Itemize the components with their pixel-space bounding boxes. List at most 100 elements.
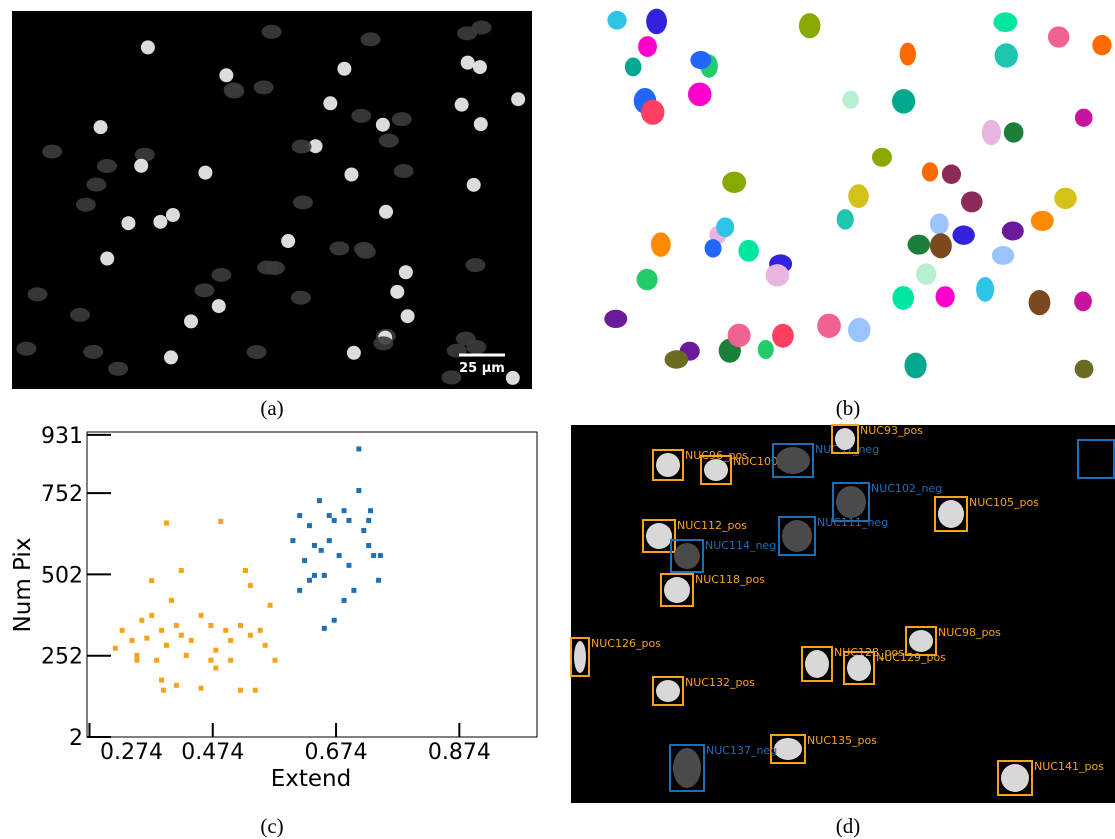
cell xyxy=(909,630,933,652)
nucleus xyxy=(456,332,476,346)
point xyxy=(149,613,154,618)
nucleus xyxy=(281,234,295,248)
nucleus xyxy=(16,342,36,356)
segment xyxy=(1048,26,1070,47)
segment xyxy=(1025,77,1047,96)
point xyxy=(317,498,322,503)
nucleus xyxy=(212,299,226,313)
nucleus xyxy=(134,159,148,173)
nucleus xyxy=(394,164,414,178)
cell xyxy=(776,447,810,474)
segment xyxy=(772,324,794,348)
nucleus xyxy=(166,208,180,222)
nucleus xyxy=(164,350,178,364)
point xyxy=(263,643,268,648)
segment xyxy=(904,353,926,379)
segment xyxy=(690,51,711,69)
point xyxy=(273,658,278,663)
point xyxy=(312,543,317,548)
detection-label: NUC132_pos xyxy=(685,676,755,689)
segment xyxy=(651,232,671,256)
scale-bar-label: 25 µm xyxy=(459,361,505,376)
panel-label: (b) xyxy=(836,396,861,420)
segment xyxy=(900,43,916,66)
cell xyxy=(847,655,871,681)
x-tick-label: 0.474 xyxy=(181,740,244,765)
segment xyxy=(1029,290,1051,315)
detection-label: NUC118_pos xyxy=(695,573,765,586)
segment xyxy=(625,58,642,77)
point xyxy=(238,688,243,693)
nucleus xyxy=(97,159,117,173)
point xyxy=(189,638,194,643)
point xyxy=(113,646,118,651)
nucleus xyxy=(257,261,277,275)
nucleus xyxy=(379,134,399,148)
point xyxy=(268,603,273,608)
detection-label: NUC98_pos xyxy=(938,626,1001,639)
cell xyxy=(938,500,964,528)
nucleus xyxy=(390,285,404,299)
panel-label: (c) xyxy=(260,814,283,838)
nucleus xyxy=(94,120,108,134)
point xyxy=(302,558,307,563)
detection-label: NUC102_neg xyxy=(871,482,942,495)
point xyxy=(130,638,135,643)
y-tick-label: 502 xyxy=(41,563,83,588)
nucleus xyxy=(474,117,488,131)
point xyxy=(327,538,332,543)
point xyxy=(208,658,213,663)
segment xyxy=(817,314,841,338)
point xyxy=(179,568,184,573)
nucleus xyxy=(455,98,469,112)
nucleus xyxy=(86,178,106,192)
nucleus xyxy=(135,148,155,162)
nucleus xyxy=(100,252,114,266)
nucleus xyxy=(108,362,128,376)
cell xyxy=(673,748,701,788)
panel-label: (d) xyxy=(836,814,861,838)
point xyxy=(346,518,351,523)
point xyxy=(248,633,253,638)
segment xyxy=(952,226,974,245)
segment xyxy=(995,43,1018,67)
segment xyxy=(1074,291,1092,311)
segment xyxy=(604,310,627,328)
point xyxy=(238,623,243,628)
nucleus xyxy=(457,26,477,40)
point xyxy=(342,598,347,603)
segment xyxy=(665,350,689,368)
point xyxy=(134,653,139,658)
point xyxy=(351,588,356,593)
detection-label: NUC93_pos xyxy=(860,424,923,437)
nucleus xyxy=(461,56,475,70)
point xyxy=(297,513,302,518)
nucleus xyxy=(76,198,96,212)
point xyxy=(322,626,327,631)
detection-label: NUC105_pos xyxy=(969,496,1039,509)
nucleus xyxy=(323,96,337,110)
nucleus xyxy=(153,215,167,229)
detection-label: NUC112_pos xyxy=(677,519,747,532)
point xyxy=(307,523,312,528)
point xyxy=(120,628,125,633)
nucleus xyxy=(293,195,313,209)
y-tick-label: 931 xyxy=(41,424,83,449)
nucleus xyxy=(473,60,487,74)
x-axis-title: Extend xyxy=(271,766,352,792)
point xyxy=(179,633,184,638)
segment xyxy=(908,235,931,255)
detection-label: NUC129_pos xyxy=(876,651,946,664)
cell xyxy=(836,486,866,518)
point xyxy=(184,653,189,658)
segment xyxy=(1054,188,1077,209)
segment xyxy=(872,148,892,167)
x-tick-label: 0.874 xyxy=(428,740,491,765)
nucleus xyxy=(399,265,413,279)
segment xyxy=(848,184,869,208)
point xyxy=(164,521,169,526)
segment xyxy=(1019,363,1039,385)
segment xyxy=(992,246,1014,265)
segment xyxy=(1092,35,1111,56)
segment xyxy=(976,277,994,302)
